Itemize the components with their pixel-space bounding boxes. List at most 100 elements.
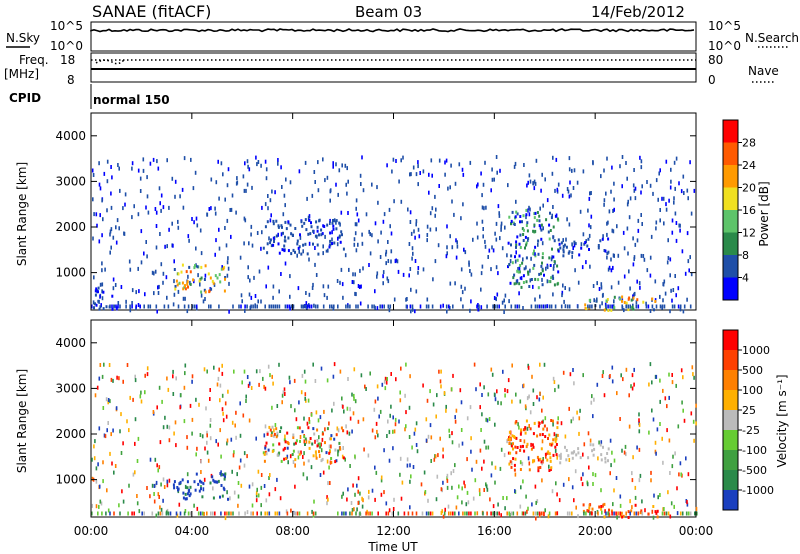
velocity-echo — [200, 480, 203, 484]
velocity-echo — [568, 406, 570, 411]
power-echo — [111, 307, 114, 311]
velocity-echo — [223, 477, 226, 481]
power-echo — [166, 244, 168, 249]
velocity-echo — [632, 455, 634, 460]
velocity-echo — [209, 418, 212, 422]
velocity-echo — [172, 369, 174, 374]
velocity-echo — [320, 366, 323, 371]
velocity-echo — [483, 385, 485, 390]
power-echo — [550, 257, 553, 262]
power-echo — [337, 304, 339, 309]
power-echo — [124, 192, 127, 197]
velocity-echo — [575, 505, 577, 510]
power-echo — [511, 261, 514, 265]
velocity-echo — [555, 481, 557, 486]
velocity-echo — [651, 380, 653, 385]
velocity-echo — [328, 421, 330, 426]
power-echo — [218, 227, 220, 232]
velocity-echo — [664, 396, 667, 401]
power-echo — [612, 229, 615, 234]
power-echo — [506, 253, 508, 258]
velocity-echo — [628, 424, 631, 429]
power-echo — [294, 250, 296, 254]
noise-sky-label: N.Sky — [6, 31, 40, 45]
velocity-echo — [333, 401, 335, 406]
velocity-echo — [182, 491, 185, 495]
power-echo — [360, 182, 362, 186]
velocity-echo — [106, 488, 108, 493]
power-echo — [162, 271, 165, 276]
power-echo — [257, 160, 260, 164]
power-echo — [296, 253, 298, 258]
power-echo — [417, 164, 419, 169]
velocity-echo — [95, 479, 98, 484]
velocity-echo — [194, 488, 197, 492]
power-echo — [122, 206, 124, 211]
power-echo — [144, 292, 146, 297]
velocity-echo — [184, 363, 187, 368]
power-echo — [574, 268, 576, 273]
power-echo — [117, 163, 119, 167]
velocity-echo — [554, 445, 557, 449]
velocity-echo — [388, 430, 391, 435]
velocity-echo — [164, 415, 166, 420]
power-echo — [187, 304, 190, 309]
power-echo — [659, 208, 661, 212]
velocity-echo — [320, 448, 323, 453]
velocity-echo — [550, 419, 553, 422]
velocity-echo — [604, 460, 607, 464]
power-echo — [264, 304, 266, 309]
velocity-echo — [593, 447, 596, 451]
power-echo — [314, 246, 316, 250]
power-echo — [207, 272, 210, 276]
power-echo — [673, 196, 675, 201]
velocity-echo — [310, 465, 313, 470]
velocity-echo — [411, 445, 413, 450]
power-echo — [673, 160, 676, 165]
velocity-echo — [546, 427, 548, 432]
power-echo — [517, 270, 520, 274]
velocity-echo — [313, 432, 316, 436]
power-echo — [445, 158, 448, 163]
velocity-echo — [287, 460, 289, 465]
velocity-echo — [347, 487, 349, 492]
velocity-echo — [238, 465, 241, 470]
power-echo — [91, 304, 93, 309]
power-echo — [532, 266, 535, 270]
power-echo — [266, 220, 269, 224]
power-echo — [267, 194, 269, 198]
power-echo — [110, 165, 112, 169]
power-echo — [640, 190, 642, 195]
power-echo — [418, 234, 421, 239]
power-echo — [633, 188, 636, 193]
velocity-echo — [186, 435, 188, 440]
velocity-echo — [151, 511, 154, 516]
power-echo — [568, 156, 571, 161]
velocity-echo — [319, 445, 322, 449]
velocity-echo — [641, 499, 643, 504]
velocity-echo — [519, 448, 522, 452]
velocity-echo — [461, 486, 463, 491]
velocity-echo — [486, 487, 489, 492]
velocity-echo — [537, 424, 540, 428]
velocity-echo — [321, 437, 324, 442]
velocity-echo — [102, 479, 104, 484]
velocity-echo — [499, 466, 502, 471]
power-echo — [95, 287, 98, 291]
power-echo — [199, 277, 202, 281]
power-echo — [635, 304, 638, 309]
beam-label: Beam 03 — [355, 3, 422, 21]
velocity-echo — [183, 419, 186, 424]
velocity-echo — [548, 469, 551, 472]
velocity-echo — [400, 366, 402, 371]
power-echo — [533, 212, 536, 216]
power-echo — [523, 267, 526, 271]
velocity-echo — [95, 504, 98, 509]
power-echo — [359, 301, 362, 306]
velocity-echo — [282, 390, 285, 395]
power-echo — [322, 304, 325, 309]
velocity-echo — [325, 451, 328, 455]
velocity-echo — [536, 455, 539, 459]
power-echo — [160, 193, 163, 198]
velocity-echo — [629, 499, 631, 504]
